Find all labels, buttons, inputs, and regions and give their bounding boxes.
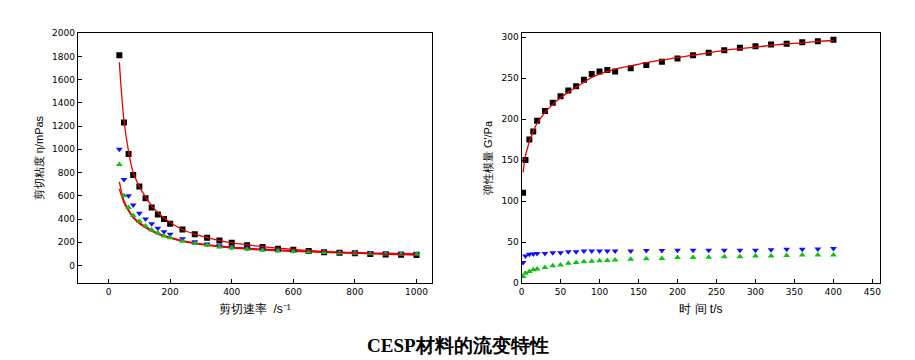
svg-text:1000: 1000	[52, 144, 75, 154]
svg-text:1000: 1000	[405, 287, 428, 297]
svg-text:1200: 1200	[52, 121, 75, 131]
svg-text:800: 800	[58, 168, 75, 178]
svg-text:450: 450	[864, 287, 881, 297]
svg-text:150: 150	[502, 155, 519, 165]
svg-text:2000: 2000	[52, 28, 75, 38]
svg-text:0: 0	[519, 287, 525, 297]
svg-text:200: 200	[162, 287, 179, 297]
svg-text:0: 0	[69, 261, 75, 271]
svg-text:250: 250	[708, 287, 725, 297]
svg-text:CESP材料的流变特性: CESP材料的流变特性	[367, 335, 549, 356]
svg-text:200: 200	[669, 287, 686, 297]
svg-text:600: 600	[285, 287, 302, 297]
svg-text:1800: 1800	[52, 52, 75, 62]
svg-text:50: 50	[507, 237, 519, 247]
svg-text:剪切粘度 η/mPas: 剪切粘度 η/mPas	[33, 115, 45, 200]
svg-text:弹性模量 G'/Pa: 弹性模量 G'/Pa	[482, 120, 494, 195]
svg-text:800: 800	[346, 287, 363, 297]
svg-text:400: 400	[223, 287, 240, 297]
svg-text:600: 600	[58, 191, 75, 201]
svg-text:350: 350	[786, 287, 803, 297]
svg-text:100: 100	[591, 287, 608, 297]
svg-text:0: 0	[106, 287, 112, 297]
svg-text:100: 100	[502, 196, 519, 206]
svg-text:250: 250	[502, 73, 519, 83]
svg-text:200: 200	[502, 114, 519, 124]
svg-text:300: 300	[502, 32, 519, 42]
svg-text:200: 200	[58, 237, 75, 247]
svg-text:0: 0	[513, 278, 519, 288]
svg-text:400: 400	[58, 214, 75, 224]
svg-text:150: 150	[630, 287, 647, 297]
svg-text:剪切速率 /s⁻¹: 剪切速率 /s⁻¹	[219, 302, 291, 316]
svg-text:50: 50	[555, 287, 567, 297]
svg-text:1600: 1600	[52, 75, 75, 85]
svg-text:时 间 t/s: 时 间 t/s	[679, 302, 722, 316]
svg-text:400: 400	[825, 287, 842, 297]
svg-text:1400: 1400	[52, 98, 75, 108]
svg-text:300: 300	[747, 287, 764, 297]
